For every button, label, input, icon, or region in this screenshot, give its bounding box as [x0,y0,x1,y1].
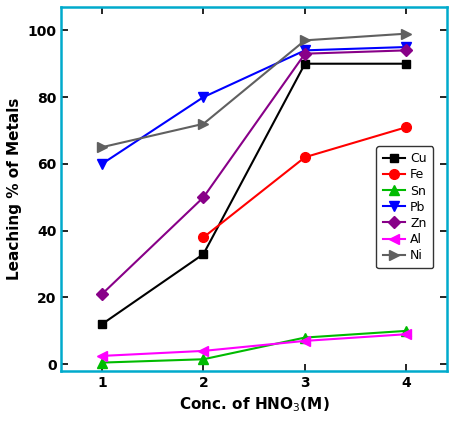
Line: Pb: Pb [97,42,411,169]
Al [99,353,105,358]
X-axis label: Conc. of HNO$_3$(M): Conc. of HNO$_3$(M) [179,395,330,414]
Zn [201,195,206,200]
Fe [302,155,308,160]
Fe [201,235,206,240]
Line: Cu: Cu [98,59,410,328]
Y-axis label: Leaching % of Metals: Leaching % of Metals [7,98,22,280]
Pb [302,48,308,53]
Zn [99,292,105,297]
Pb [201,95,206,100]
Sn [99,360,105,365]
Line: Fe: Fe [198,123,411,242]
Zn [302,51,308,56]
Line: Sn: Sn [97,326,411,368]
Al [302,338,308,344]
Ni [302,38,308,43]
Ni [99,145,105,150]
Cu [302,61,308,66]
Line: Al: Al [97,329,411,361]
Al [404,332,409,337]
Al [201,348,206,353]
Ni [201,121,206,126]
Sn [201,357,206,362]
Zn [404,48,409,53]
Cu [99,322,105,327]
Legend: Cu, Fe, Sn, Pb, Zn, Al, Ni: Cu, Fe, Sn, Pb, Zn, Al, Ni [376,146,433,268]
Line: Ni: Ni [97,29,411,152]
Sn [302,335,308,340]
Ni [404,31,409,36]
Fe [404,125,409,130]
Pb [404,45,409,50]
Pb [99,161,105,166]
Cu [201,251,206,256]
Cu [404,61,409,66]
Sn [404,328,409,333]
Line: Zn: Zn [98,46,410,298]
